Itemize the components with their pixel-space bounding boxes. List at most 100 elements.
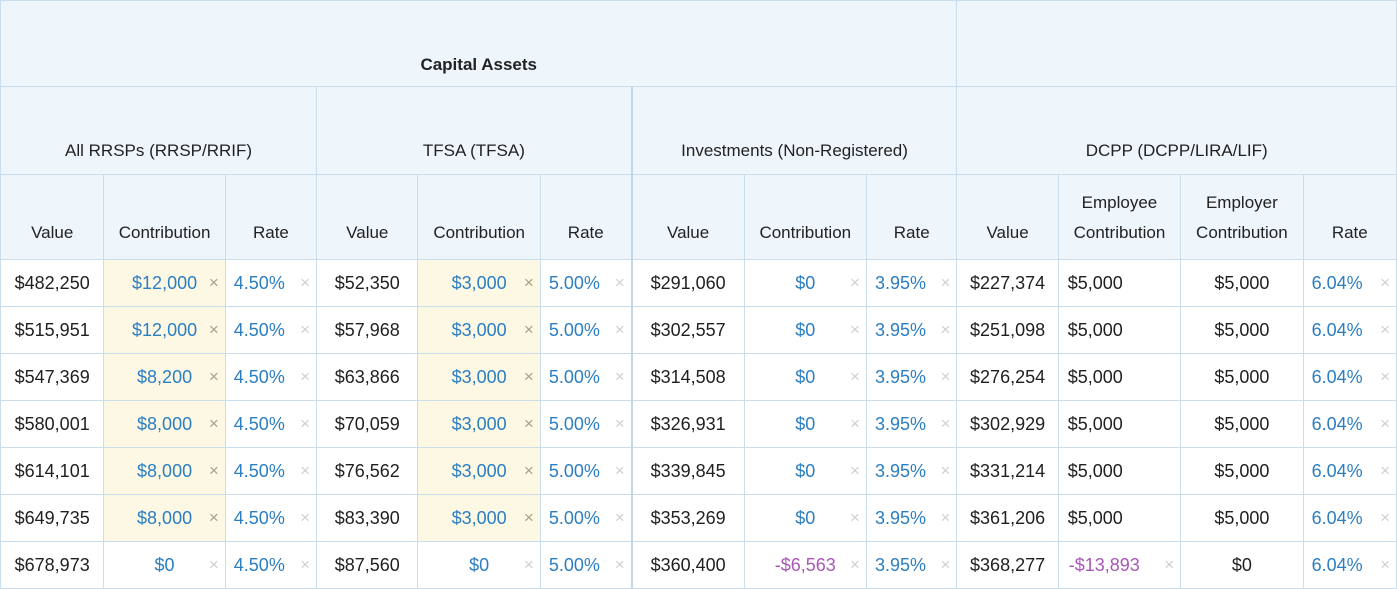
- cell-inv-rate[interactable]: 3.95% ×: [865, 541, 958, 589]
- clear-override-icon[interactable]: ×: [1380, 367, 1390, 386]
- cell-dcpp-rate[interactable]: 6.04% ×: [1302, 353, 1397, 401]
- cell-dcpp-rate[interactable]: 6.04% ×: [1302, 447, 1397, 495]
- cell-tfsa-rate-value[interactable]: 5.00%: [548, 413, 600, 434]
- clear-override-icon[interactable]: ×: [940, 414, 951, 433]
- cell-inv-rate-value[interactable]: 3.95%: [874, 319, 927, 340]
- clear-override-icon[interactable]: ×: [1380, 273, 1390, 292]
- cell-tfsa-rate[interactable]: 5.00% ×: [539, 400, 633, 448]
- clear-override-icon[interactable]: ×: [523, 414, 534, 433]
- cell-inv-contrib-value[interactable]: $0: [795, 272, 816, 293]
- cell-tfsa-contrib-value[interactable]: $3,000: [451, 319, 507, 340]
- cell-rrsp-contrib[interactable]: $8,000 ×: [103, 400, 226, 448]
- cell-dcpp-employee[interactable]: -$13,893 ×: [1057, 541, 1182, 589]
- cell-inv-contrib-value[interactable]: $0: [795, 460, 816, 481]
- cell-tfsa-contrib[interactable]: $0 ×: [417, 541, 541, 589]
- cell-tfsa-contrib-value[interactable]: $3,000: [451, 507, 507, 528]
- cell-dcpp-rate-value[interactable]: 6.04%: [1311, 272, 1363, 293]
- clear-override-icon[interactable]: ×: [940, 320, 951, 339]
- clear-override-icon[interactable]: ×: [208, 367, 219, 386]
- cell-tfsa-contrib-value[interactable]: $3,000: [451, 413, 507, 434]
- cell-rrsp-contrib-value[interactable]: $8,200: [137, 366, 193, 387]
- clear-override-icon[interactable]: ×: [523, 461, 534, 480]
- cell-inv-rate-value[interactable]: 3.95%: [874, 366, 927, 387]
- clear-override-icon[interactable]: ×: [614, 414, 625, 433]
- cell-inv-contrib[interactable]: $0 ×: [743, 259, 867, 307]
- cell-tfsa-rate[interactable]: 5.00% ×: [539, 447, 633, 495]
- cell-rrsp-rate-value[interactable]: 4.50%: [233, 319, 285, 340]
- cell-dcpp-rate-value[interactable]: 6.04%: [1311, 319, 1363, 340]
- cell-tfsa-rate-value[interactable]: 5.00%: [548, 366, 600, 387]
- cell-tfsa-rate[interactable]: 5.00% ×: [539, 353, 633, 401]
- cell-tfsa-contrib[interactable]: $3,000 ×: [417, 400, 541, 448]
- cell-inv-rate-value[interactable]: 3.95%: [874, 507, 927, 528]
- clear-override-icon[interactable]: ×: [523, 320, 534, 339]
- clear-override-icon[interactable]: ×: [1380, 414, 1390, 433]
- cell-inv-contrib-value[interactable]: $0: [795, 507, 816, 528]
- cell-rrsp-contrib-value[interactable]: $12,000: [132, 272, 198, 293]
- clear-override-icon[interactable]: ×: [850, 508, 860, 527]
- clear-override-icon[interactable]: ×: [614, 555, 625, 574]
- cell-rrsp-rate[interactable]: 4.50% ×: [224, 494, 318, 542]
- cell-inv-contrib[interactable]: $0 ×: [743, 400, 867, 448]
- cell-tfsa-rate[interactable]: 5.00% ×: [539, 306, 633, 354]
- clear-override-icon[interactable]: ×: [1380, 320, 1390, 339]
- clear-override-icon[interactable]: ×: [1164, 555, 1175, 574]
- cell-tfsa-rate-value[interactable]: 5.00%: [548, 460, 600, 481]
- clear-override-icon[interactable]: ×: [300, 555, 311, 574]
- clear-override-icon[interactable]: ×: [300, 461, 311, 480]
- clear-override-icon[interactable]: ×: [1380, 461, 1390, 480]
- clear-override-icon[interactable]: ×: [208, 320, 219, 339]
- cell-dcpp-rate-value[interactable]: 6.04%: [1311, 460, 1363, 481]
- cell-dcpp-rate-value[interactable]: 6.04%: [1311, 507, 1363, 528]
- clear-override-icon[interactable]: ×: [208, 555, 219, 574]
- clear-override-icon[interactable]: ×: [300, 320, 311, 339]
- cell-tfsa-rate[interactable]: 5.00% ×: [539, 494, 633, 542]
- cell-rrsp-rate-value[interactable]: 4.50%: [233, 272, 285, 293]
- clear-override-icon[interactable]: ×: [614, 508, 625, 527]
- cell-tfsa-rate[interactable]: 5.00% ×: [539, 259, 633, 307]
- cell-inv-contrib-value[interactable]: $0: [795, 319, 816, 340]
- cell-dcpp-rate[interactable]: 6.04% ×: [1302, 259, 1397, 307]
- clear-override-icon[interactable]: ×: [208, 273, 219, 292]
- clear-override-icon[interactable]: ×: [300, 273, 311, 292]
- cell-rrsp-contrib[interactable]: $8,000 ×: [103, 447, 226, 495]
- cell-tfsa-contrib[interactable]: $3,000 ×: [417, 259, 541, 307]
- clear-override-icon[interactable]: ×: [850, 320, 860, 339]
- cell-dcpp-rate[interactable]: 6.04% ×: [1302, 306, 1397, 354]
- cell-inv-contrib[interactable]: $0 ×: [743, 447, 867, 495]
- clear-override-icon[interactable]: ×: [523, 367, 534, 386]
- cell-tfsa-contrib-value[interactable]: $3,000: [451, 366, 507, 387]
- cell-rrsp-rate[interactable]: 4.50% ×: [224, 400, 318, 448]
- clear-override-icon[interactable]: ×: [614, 273, 625, 292]
- clear-override-icon[interactable]: ×: [850, 555, 860, 574]
- cell-tfsa-contrib-value[interactable]: $3,000: [451, 460, 507, 481]
- clear-override-icon[interactable]: ×: [940, 508, 951, 527]
- cell-tfsa-contrib[interactable]: $3,000 ×: [417, 353, 541, 401]
- cell-rrsp-contrib-value[interactable]: $8,000: [137, 413, 193, 434]
- clear-override-icon[interactable]: ×: [614, 461, 625, 480]
- clear-override-icon[interactable]: ×: [300, 414, 311, 433]
- clear-override-icon[interactable]: ×: [614, 320, 625, 339]
- cell-rrsp-rate[interactable]: 4.50% ×: [224, 306, 318, 354]
- cell-tfsa-rate-value[interactable]: 5.00%: [548, 507, 600, 528]
- cell-inv-rate[interactable]: 3.95% ×: [865, 494, 958, 542]
- cell-rrsp-contrib[interactable]: $8,000 ×: [103, 494, 226, 542]
- cell-tfsa-rate-value[interactable]: 5.00%: [548, 319, 600, 340]
- clear-override-icon[interactable]: ×: [300, 367, 311, 386]
- cell-inv-contrib[interactable]: $0 ×: [743, 494, 867, 542]
- cell-rrsp-rate-value[interactable]: 4.50%: [233, 507, 285, 528]
- cell-tfsa-rate-value[interactable]: 5.00%: [548, 272, 600, 293]
- cell-inv-rate[interactable]: 3.95% ×: [865, 447, 958, 495]
- cell-rrsp-rate-value[interactable]: 4.50%: [233, 413, 285, 434]
- clear-override-icon[interactable]: ×: [1380, 508, 1390, 527]
- cell-inv-rate[interactable]: 3.95% ×: [865, 353, 958, 401]
- cell-inv-rate-value[interactable]: 3.95%: [874, 413, 927, 434]
- cell-dcpp-rate[interactable]: 6.04% ×: [1302, 494, 1397, 542]
- cell-rrsp-rate[interactable]: 4.50% ×: [224, 353, 318, 401]
- clear-override-icon[interactable]: ×: [208, 508, 219, 527]
- clear-override-icon[interactable]: ×: [940, 555, 951, 574]
- cell-dcpp-rate[interactable]: 6.04% ×: [1302, 400, 1397, 448]
- cell-dcpp-rate-value[interactable]: 6.04%: [1311, 366, 1363, 387]
- cell-rrsp-rate[interactable]: 4.50% ×: [224, 541, 318, 589]
- cell-inv-contrib[interactable]: -$6,563 ×: [743, 541, 867, 589]
